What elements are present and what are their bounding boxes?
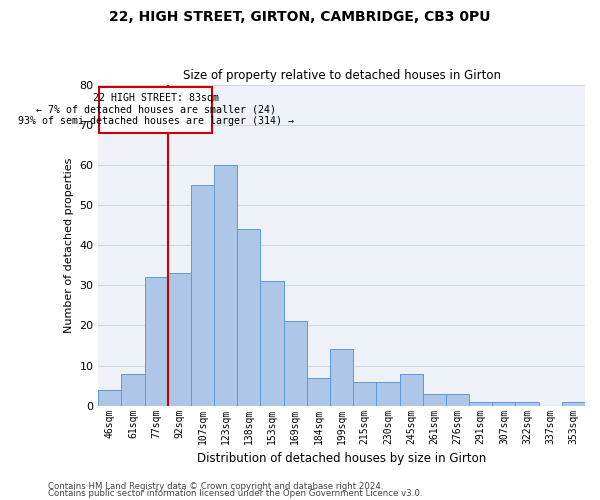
Bar [168, 273, 191, 406]
FancyBboxPatch shape [100, 86, 212, 132]
Bar [400, 374, 423, 406]
Y-axis label: Number of detached properties: Number of detached properties [64, 158, 74, 333]
Bar [469, 402, 492, 406]
Text: Contains public sector information licensed under the Open Government Licence v3: Contains public sector information licen… [48, 490, 422, 498]
Bar [330, 350, 353, 406]
Bar [237, 229, 260, 406]
Bar [353, 382, 376, 406]
Bar [492, 402, 515, 406]
Bar [423, 394, 446, 406]
Bar [121, 374, 145, 406]
Bar [376, 382, 400, 406]
Text: 22, HIGH STREET, GIRTON, CAMBRIDGE, CB3 0PU: 22, HIGH STREET, GIRTON, CAMBRIDGE, CB3 … [109, 10, 491, 24]
Bar [260, 281, 284, 406]
Text: 22 HIGH STREET: 83sqm
← 7% of detached houses are smaller (24)
93% of semi-detac: 22 HIGH STREET: 83sqm ← 7% of detached h… [17, 93, 293, 126]
X-axis label: Distribution of detached houses by size in Girton: Distribution of detached houses by size … [197, 452, 486, 465]
Bar [214, 165, 237, 406]
Title: Size of property relative to detached houses in Girton: Size of property relative to detached ho… [182, 69, 500, 82]
Bar [446, 394, 469, 406]
Bar [562, 402, 585, 406]
Bar [284, 322, 307, 406]
Bar [145, 277, 168, 406]
Text: Contains HM Land Registry data © Crown copyright and database right 2024.: Contains HM Land Registry data © Crown c… [48, 482, 383, 491]
Bar [515, 402, 539, 406]
Bar [191, 185, 214, 406]
Bar [98, 390, 121, 406]
Bar [307, 378, 330, 406]
